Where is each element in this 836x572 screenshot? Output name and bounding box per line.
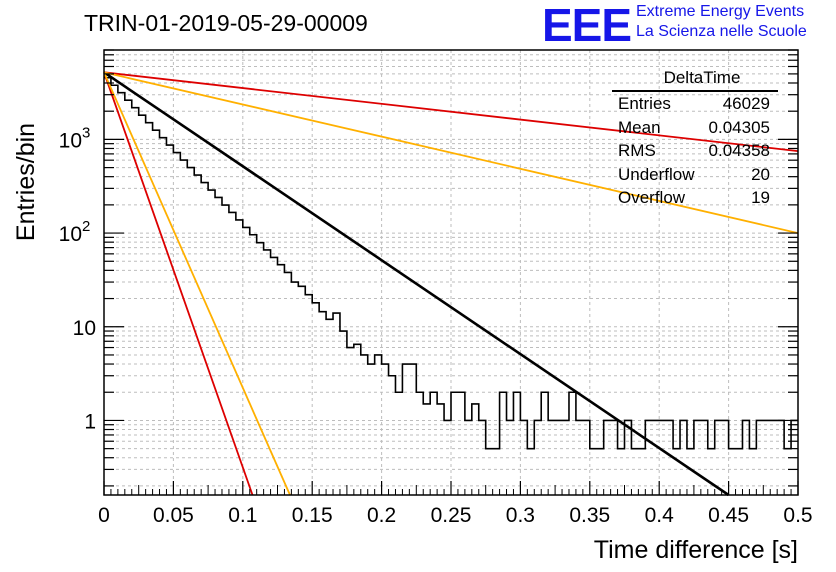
stats-divider <box>612 90 778 92</box>
x-tick-label: 0.4 <box>645 504 675 527</box>
curve-orange_flat <box>103 71 799 234</box>
histogram-outline <box>104 76 798 450</box>
x-tick-label: 0.45 <box>708 504 749 527</box>
y-tick-exponent: 3 <box>82 124 90 141</box>
stats-value: 46029 <box>722 94 770 113</box>
x-tick-label: 0.3 <box>506 504 535 527</box>
fit-curves <box>103 71 799 497</box>
tick-labels: 0 0.05 0.1 0.15 0.2 0.25 0.3 0.35 0.4 0.45 0.5 1 10 1… <box>59 124 813 527</box>
x-tick-label: 0.2 <box>367 504 396 527</box>
y-tick-label: 10 <box>59 129 82 152</box>
stats-title: DeltaTime <box>663 68 741 87</box>
stats-value: 19 <box>751 188 770 207</box>
stats-row-mean: Mean 0.04305 <box>612 116 782 140</box>
brand-line-2: La Scienza nelle Scuole <box>636 23 807 40</box>
x-axis-label: Time difference [s] <box>594 536 798 564</box>
stats-row-overflow: Overflow 19 <box>612 186 782 210</box>
curve-red_flat <box>103 71 799 152</box>
stats-value: 20 <box>751 164 770 184</box>
x-tick-label: 0.1 <box>228 504 257 527</box>
y-tick-label: 10 <box>59 223 82 246</box>
stats-row-entries: Entries 46029 <box>612 92 782 116</box>
stats-label: Underflow <box>618 164 695 184</box>
stats-value: 0.04358 <box>708 141 770 160</box>
x-tick-label: 0.35 <box>569 504 610 527</box>
axis-ticks <box>103 49 799 495</box>
y-tick-label: 1 <box>84 410 96 433</box>
x-tick-label: 0.05 <box>153 504 194 527</box>
chart-title: TRIN-01-2019-05-29-00009 <box>84 10 368 36</box>
histogram <box>104 76 798 450</box>
y-tick-exponent: 2 <box>82 218 90 235</box>
stats-box: DeltaTime Entries 46029 Mean 0.04305 RMS 0.… <box>612 68 782 210</box>
y-axis-label: Entries/bin <box>12 123 40 241</box>
y-tick-label: 10 <box>73 317 96 340</box>
x-tick-label: 0.5 <box>783 504 812 527</box>
x-tick-label: 0.15 <box>292 504 333 527</box>
x-tick-label: 0.25 <box>431 504 472 527</box>
stats-label: Mean <box>618 117 661 137</box>
stats-row-underflow: Underflow 20 <box>612 163 782 187</box>
stats-label: Overflow <box>618 188 686 207</box>
stats-value: 0.04305 <box>708 117 770 137</box>
x-tick-label: 0 <box>98 504 110 527</box>
brand-line-1: Extreme Energy Events <box>636 3 805 20</box>
stats-label: RMS <box>618 141 656 160</box>
curve-fit <box>103 71 730 497</box>
stats-row-rms: RMS 0.04358 <box>612 139 782 163</box>
curve-red_steep <box>103 72 254 496</box>
eee-logo: EEE <box>542 0 632 51</box>
stats-label: Entries <box>618 94 671 113</box>
curve-orange_steep <box>103 71 291 496</box>
